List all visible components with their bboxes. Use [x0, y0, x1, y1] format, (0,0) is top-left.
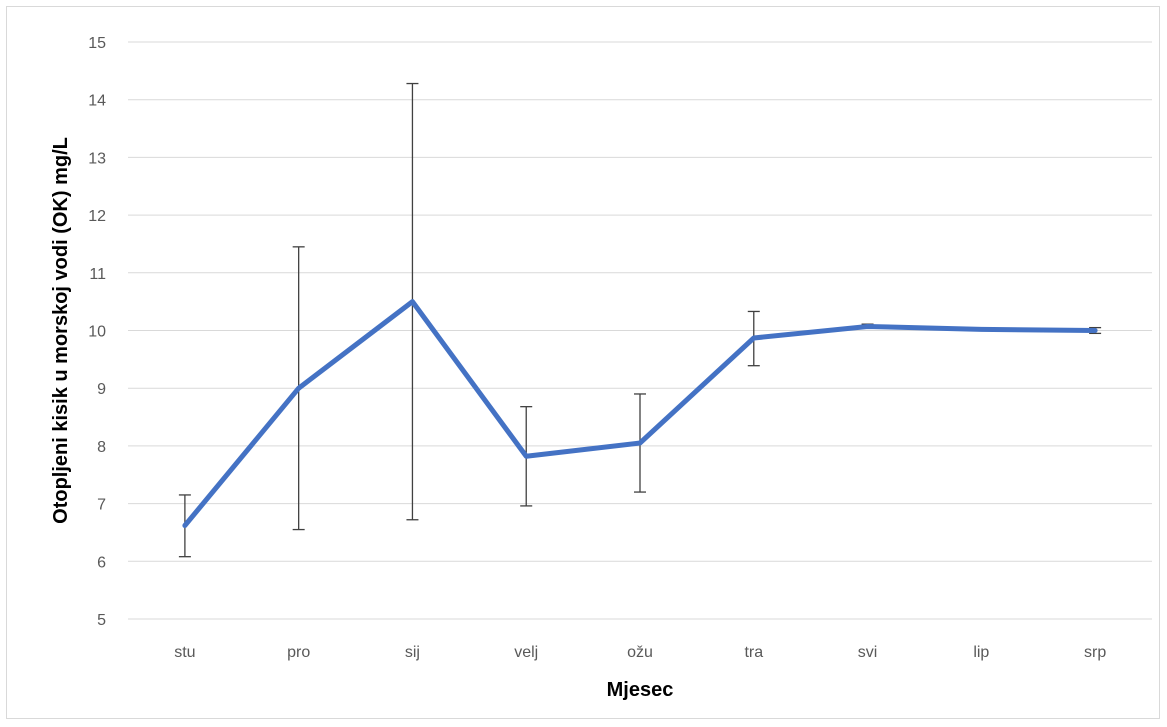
x-tick-label: pro	[287, 644, 310, 661]
x-tick-labels: stu pro sij velj ožu tra svi lip srp	[174, 644, 1106, 661]
x-tick-label: srp	[1084, 644, 1106, 661]
y-axis-title: Otopljeni kisik u morskoj vodi (OK) mg/L	[50, 137, 72, 524]
y-tick-label: 11	[89, 266, 106, 283]
x-axis-title: Mjesec	[607, 679, 674, 701]
x-tick-label: tra	[744, 644, 763, 661]
chart-frame	[6, 6, 1160, 719]
y-tick-label: 6	[97, 554, 106, 571]
y-tick-label: 8	[97, 439, 106, 456]
y-tick-label: 13	[88, 150, 106, 167]
y-tick-label: 14	[88, 93, 106, 110]
y-tick-label: 5	[97, 612, 106, 629]
y-tick-labels: 5 6 7 8 9 10 11 12 13 14 15	[88, 35, 106, 629]
y-tick-label: 10	[88, 324, 106, 341]
x-tick-label: lip	[973, 644, 989, 661]
y-tick-label: 7	[97, 497, 106, 514]
x-tick-label: sij	[405, 644, 420, 661]
error-bars	[178, 82, 1102, 558]
x-tick-label: stu	[174, 644, 195, 661]
x-tick-label: velj	[514, 644, 538, 661]
y-tick-label: 15	[88, 35, 106, 52]
y-tick-label: 12	[88, 208, 106, 225]
y-tick-label: 9	[97, 381, 106, 398]
series-lines	[182, 299, 1098, 529]
x-tick-label: svi	[858, 644, 878, 661]
x-tick-label: ožu	[627, 644, 653, 661]
series-line	[182, 299, 1098, 529]
